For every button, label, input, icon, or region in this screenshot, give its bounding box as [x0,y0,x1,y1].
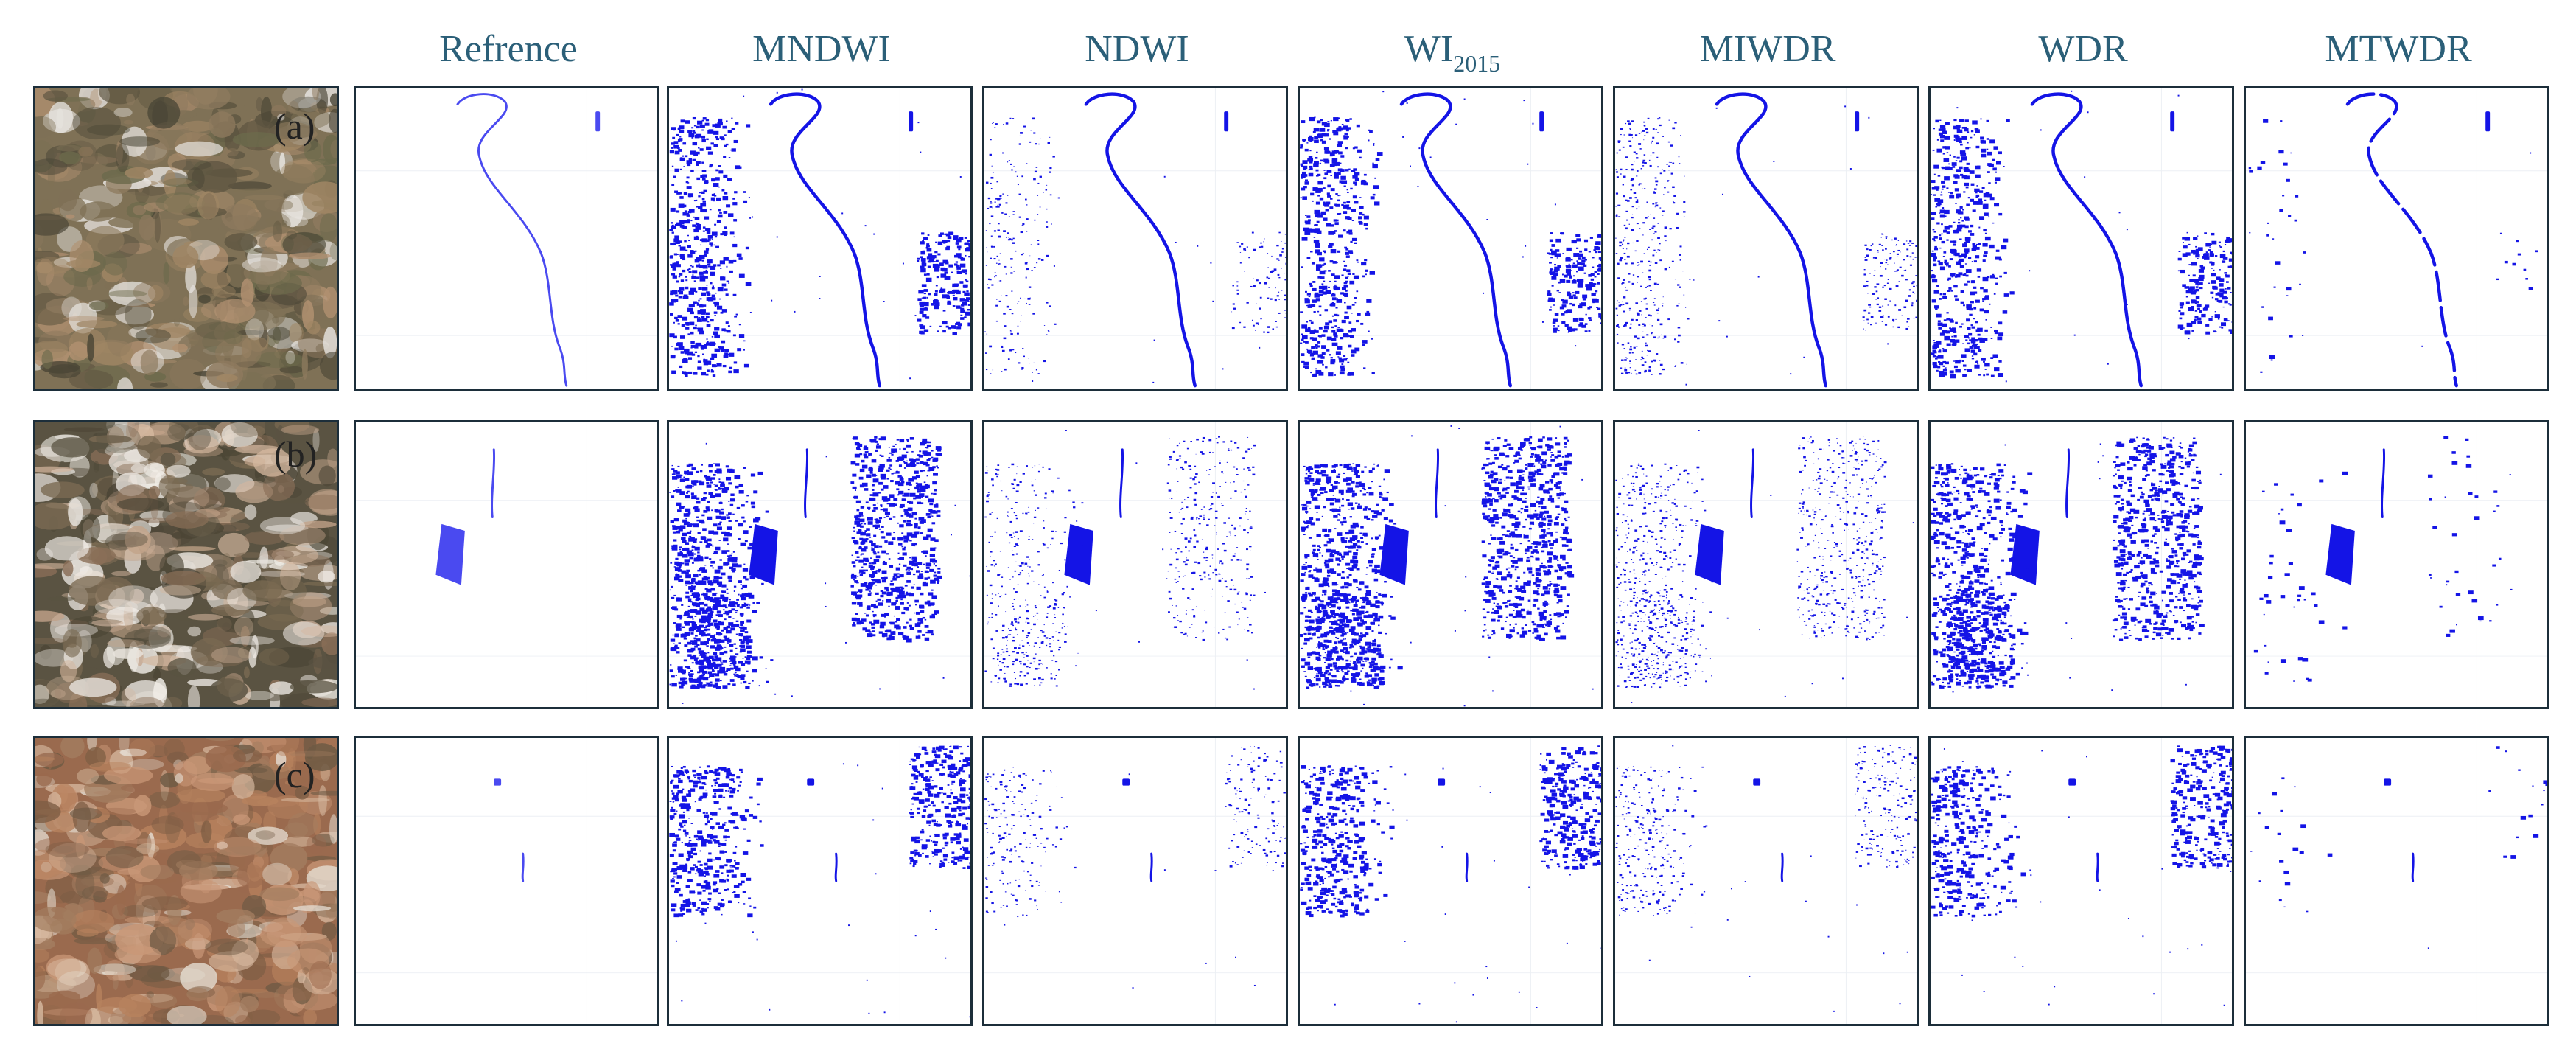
panel-wi2015-row-3 [1298,736,1603,1026]
water-mask [356,738,657,1024]
row-label-c: (c) [274,754,315,795]
water-mask [669,422,970,707]
column-header-ndwi: NDWI [1085,28,1189,70]
panel-miwdr-row-1 [1613,86,1919,391]
satellite-image [35,738,337,1024]
water-mask [2246,738,2547,1024]
water-mask [1300,738,1601,1024]
water-mask [1615,738,1917,1024]
column-header-wi2015: WI2015 [1298,16,1607,83]
row-label-a: (a) [274,105,315,147]
panel-mtwdr-row-1 [2244,86,2549,391]
panel-wi2015-row-1 [1298,86,1603,391]
panel-mndwi-row-2 [667,420,973,709]
column-header-mndwi: MNDWI [752,28,891,70]
water-mask [669,88,970,389]
panel-ndwi-row-2 [982,420,1288,709]
panel-ndwi-row-1 [982,86,1288,391]
panel-mtwdr-row-2 [2244,420,2549,709]
water-mask [2246,88,2547,389]
column-header-wi2015-main: WI [1404,28,1454,70]
panel-wdr-row-1 [1928,86,2234,391]
satellite-image [35,88,337,389]
water-mask [1615,88,1917,389]
panel-miwdr-row-2 [1613,420,1919,709]
column-header-wi2015-subscript: 2015 [1453,50,1501,77]
panel-wdr-row-2 [1928,420,2234,709]
water-mask [1931,422,2232,707]
column-header-miwdr: MIWDR [1699,28,1836,70]
panel-mndwi-row-3 [667,736,973,1026]
water-mask [1931,738,2232,1024]
satellite-image [35,422,337,707]
panel-image-row-2 [33,420,339,709]
water-mask [669,738,970,1024]
column-header-mtwdr: MTWDR [2325,28,2472,70]
column-header-reference: Refrence [439,28,578,70]
water-mask [1300,88,1601,389]
water-mask [2246,422,2547,707]
panel-reference-row-3 [354,736,659,1026]
water-mask [984,422,1286,707]
column-header-wdr: WDR [2038,28,2128,70]
panel-mtwdr-row-3 [2244,736,2549,1026]
panel-reference-row-1 [354,86,659,391]
water-mask [356,88,657,389]
water-mask [1931,88,2232,389]
row-label-b: (b) [274,433,318,475]
panel-ndwi-row-3 [982,736,1288,1026]
panel-wdr-row-3 [1928,736,2234,1026]
water-mask [1615,422,1917,707]
panel-image-row-1 [33,86,339,391]
panel-image-row-3 [33,736,339,1026]
panel-reference-row-2 [354,420,659,709]
water-mask [984,88,1286,389]
panel-mndwi-row-1 [667,86,973,391]
water-mask [984,738,1286,1024]
water-mask [356,422,657,707]
water-mask [1300,422,1601,707]
panel-wi2015-row-2 [1298,420,1603,709]
panel-miwdr-row-3 [1613,736,1919,1026]
